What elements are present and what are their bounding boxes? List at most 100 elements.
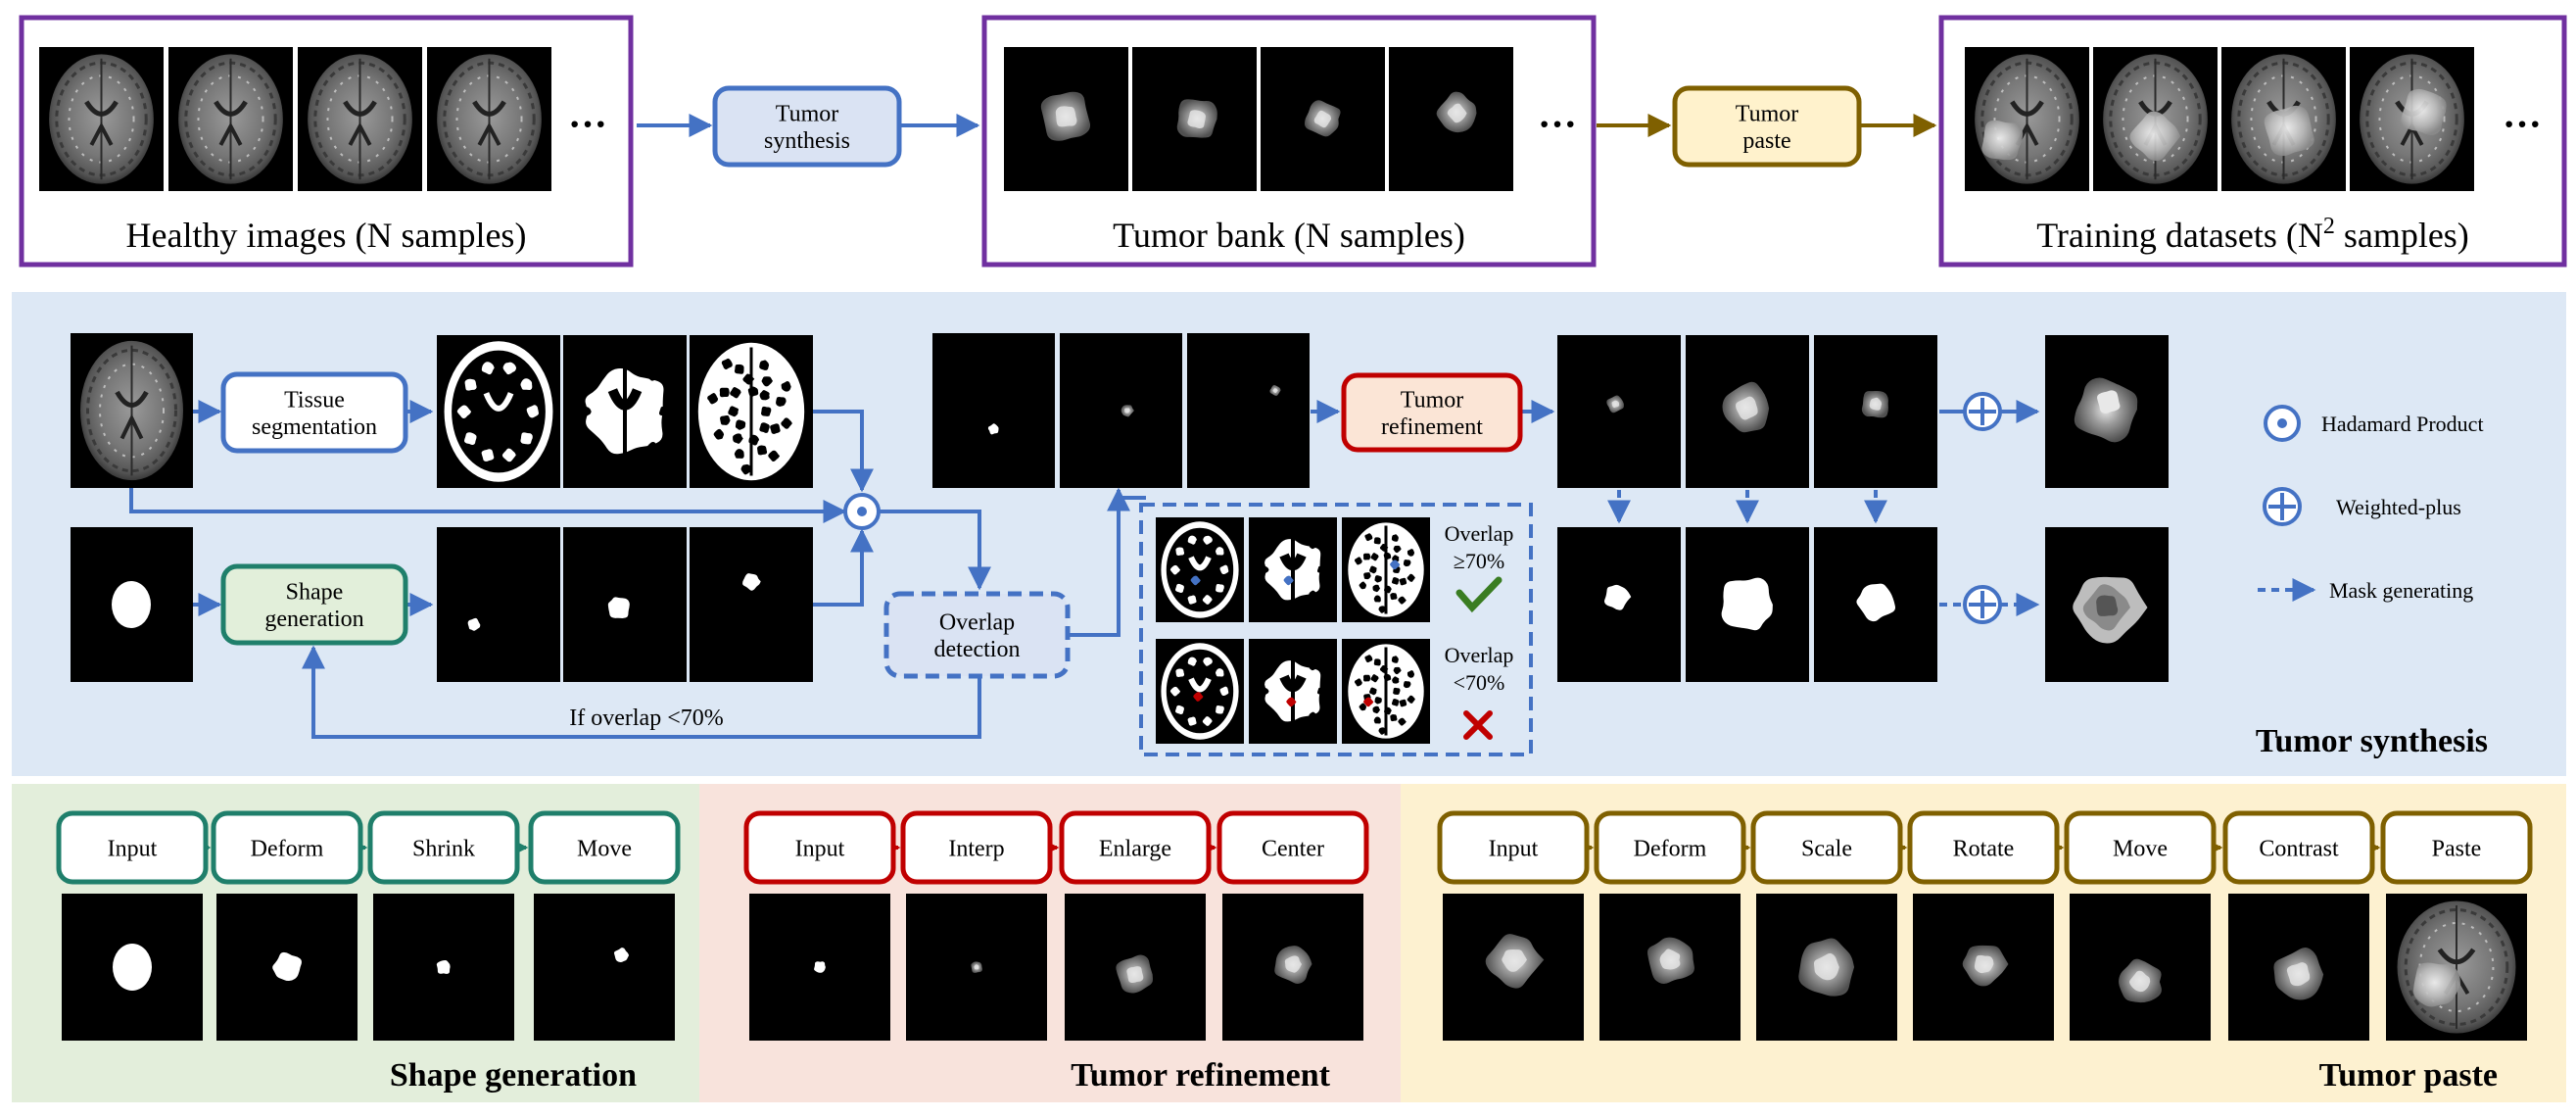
paste-step-image xyxy=(1913,894,2054,1041)
legend-weighted-plus-icon-cross xyxy=(2268,493,2296,520)
training-brain-image xyxy=(2350,47,2474,191)
shape-step-deform-label: Deform xyxy=(251,836,324,861)
shape-step-deform: Deform xyxy=(211,810,363,885)
tumor-bank-image xyxy=(1261,47,1385,191)
refine-step-input: Input xyxy=(743,810,896,885)
combined-tumor-output xyxy=(2045,335,2169,488)
arrow xyxy=(1068,496,1146,637)
refine-panel-title: Tumor refinement xyxy=(1071,1057,1330,1094)
training-caption: Training datasets (N2 samples) xyxy=(2036,214,2469,255)
mask-2 xyxy=(1686,527,1809,682)
overlap-fail-label: Overlap xyxy=(1445,643,1514,667)
mask-1 xyxy=(1557,527,1681,682)
tumor-refinement-box-label: Tumor xyxy=(1401,388,1463,414)
healthy-brain-image xyxy=(298,47,422,191)
check-icon xyxy=(1455,576,1503,613)
paste-step-deform-label: Deform xyxy=(1634,836,1707,861)
refined-tumor-3 xyxy=(1814,335,1937,488)
refined-tumor-2 xyxy=(1686,335,1809,488)
cross-icon xyxy=(1463,710,1493,740)
legend-weighted-plus-label: Weighted-plus xyxy=(2336,495,2461,519)
ellipsis: ··· xyxy=(2503,102,2542,146)
paste-step-move: Move xyxy=(2064,810,2217,885)
shape-step-move: Move xyxy=(528,810,681,885)
healthy-images-frame xyxy=(19,15,634,268)
shape-panel-title: Shape generation xyxy=(390,1057,637,1094)
tumor-refinement-box-label: refinement xyxy=(1381,414,1483,440)
paste-step-deform: Deform xyxy=(1594,810,1746,885)
overlap-pass-csf xyxy=(1156,517,1244,622)
tumor-bank-caption: Tumor bank (N samples) xyxy=(1113,216,1465,255)
paste-step-image xyxy=(2228,894,2369,1041)
placed-tumor-3 xyxy=(1187,333,1310,488)
paste-step-paste-label: Paste xyxy=(2432,836,2482,861)
refine-input-image xyxy=(749,894,890,1041)
placed-tumor-2 xyxy=(1060,333,1182,488)
shape-mask-1 xyxy=(437,527,560,682)
tumor-paste-box-label: Tumor xyxy=(1736,102,1798,127)
paste-step-contrast: Contrast xyxy=(2222,810,2375,885)
shape-input-image xyxy=(62,894,203,1041)
placed-tumor-1 xyxy=(932,333,1055,488)
tumor-synthesis-box-label: Tumor xyxy=(776,102,838,127)
shape-generation-box-label: generation xyxy=(264,607,363,632)
legend-hadamard-dot xyxy=(2277,418,2287,428)
tissue-seg-white-matter xyxy=(563,335,687,488)
paste-step-contrast-label: Contrast xyxy=(2259,836,2339,861)
legend-mask-label: Mask generating xyxy=(2329,578,2473,603)
shape-move-image xyxy=(534,894,675,1041)
paste-step-rotate: Rotate xyxy=(1907,810,2060,885)
tissue-seg-grey-matter xyxy=(690,335,813,488)
synthesis-input-brain xyxy=(71,333,193,488)
tissue-segmentation-box-label: Tissue xyxy=(284,388,345,414)
mask-ellipse xyxy=(112,581,151,628)
paste-step-image xyxy=(2070,894,2211,1041)
refine-interp-image xyxy=(906,894,1047,1041)
shape-mask-3 xyxy=(690,527,813,682)
shape-step-shrink: Shrink xyxy=(367,810,520,885)
paste-step-rotate-label: Rotate xyxy=(1953,836,2015,861)
overlap-pass-threshold: ≥70% xyxy=(1454,549,1504,573)
paste-step-image xyxy=(1756,894,1897,1041)
shape-shrink-image xyxy=(373,894,514,1041)
shape-step-move-label: Move xyxy=(577,836,632,861)
training-brain-image xyxy=(2221,47,2346,191)
arrow xyxy=(813,528,874,607)
shape-deform-image xyxy=(216,894,358,1041)
refine-step-enlarge: Enlarge xyxy=(1059,810,1212,885)
refine-step-center-label: Center xyxy=(1262,836,1324,861)
tumor-bank-image xyxy=(1004,47,1128,191)
refine-step-interp: Interp xyxy=(900,810,1053,885)
shape-generation-box-label: Shape xyxy=(286,580,344,606)
arrow xyxy=(813,410,874,493)
overlap-pass-gm xyxy=(1342,517,1430,622)
tumor-bank-image xyxy=(1389,47,1513,191)
refine-step-input-label: Input xyxy=(795,836,845,861)
training-brain-image xyxy=(1965,47,2089,191)
healthy-brain-image xyxy=(427,47,551,191)
hadamard-dot xyxy=(857,507,867,516)
ellipsis: ··· xyxy=(568,102,607,146)
training-brain-image xyxy=(2093,47,2218,191)
refine-step-center: Center xyxy=(1216,810,1369,885)
paste-step-image xyxy=(1443,894,1584,1041)
overlap-pass-wm xyxy=(1249,517,1337,622)
overlap-fail-threshold: <70% xyxy=(1454,670,1505,695)
refine-step-interp-label: Interp xyxy=(948,836,1004,861)
ellipsis: ··· xyxy=(1538,102,1577,146)
healthy-caption: Healthy images (N samples) xyxy=(126,216,527,255)
paste-step-scale-label: Scale xyxy=(1801,836,1852,861)
mask-3 xyxy=(1814,527,1937,682)
synthesis-section-title: Tumor synthesis xyxy=(2256,723,2488,759)
tissue-segmentation-box-label: segmentation xyxy=(252,414,377,440)
paste-step-image xyxy=(1599,894,1741,1041)
refined-tumor-1 xyxy=(1557,335,1681,488)
shape-step-input: Input xyxy=(56,810,209,885)
paste-step-paste: Paste xyxy=(2380,810,2533,885)
legend-hadamard-label: Hadamard Product xyxy=(2321,412,2484,436)
overlap-pass-label: Overlap xyxy=(1445,521,1514,546)
